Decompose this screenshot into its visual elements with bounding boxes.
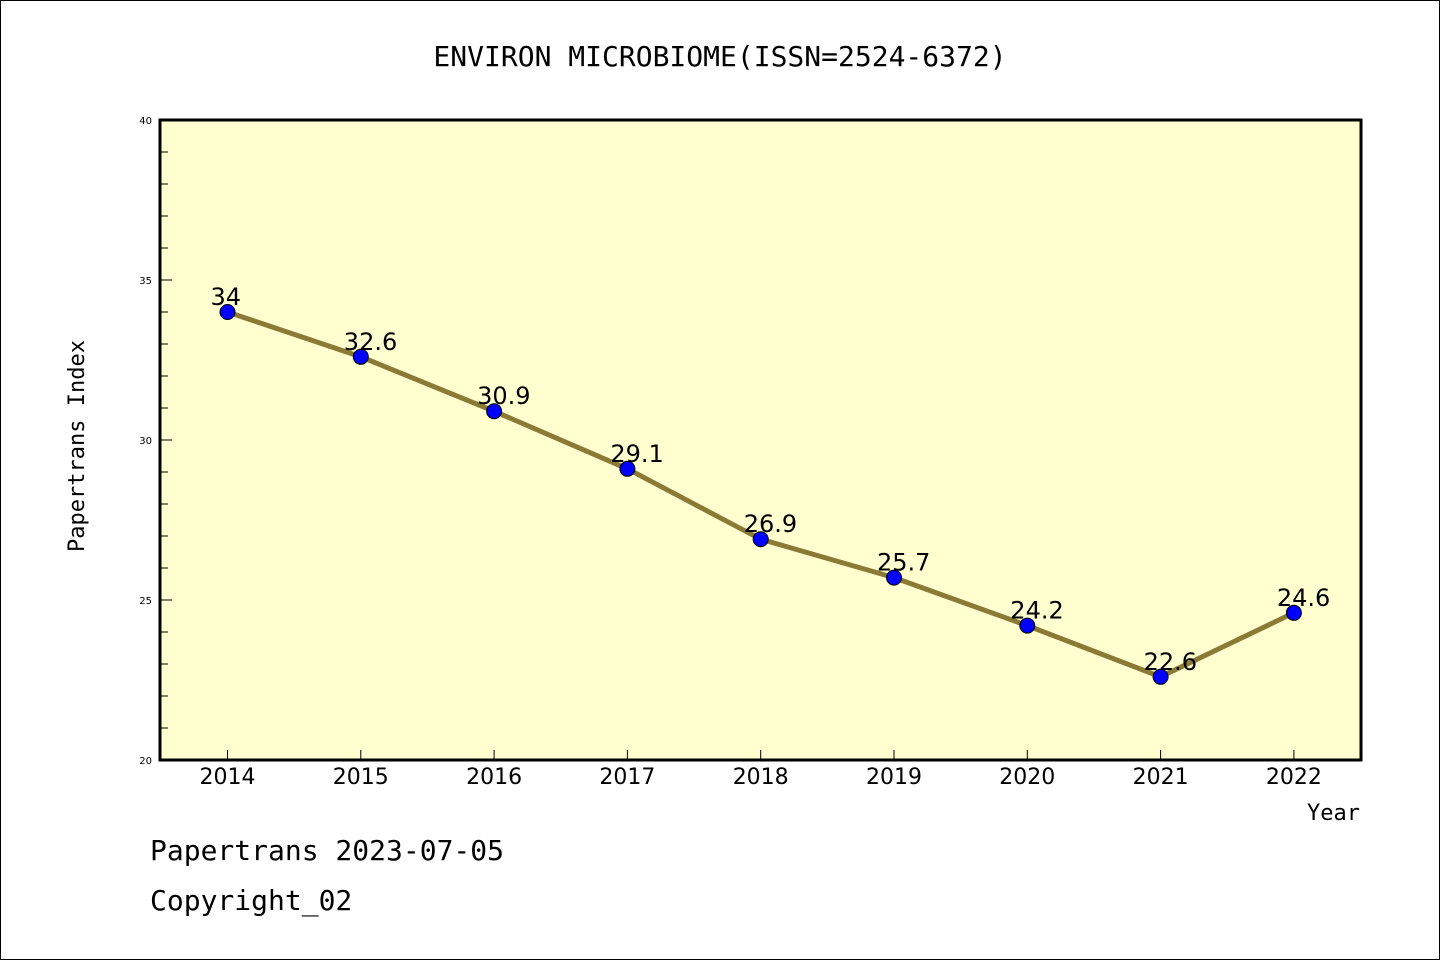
data-point: [1019, 617, 1036, 634]
series-line-group: [219, 304, 1302, 685]
x-axis: 2014 2015 2016 2017 2018 2019 2020 2021 2022: [200, 750, 1322, 790]
x-axis-label: Year: [1307, 801, 1360, 826]
data-label: 22.6: [1144, 648, 1197, 676]
data-label: 29.1: [610, 440, 663, 468]
plot-border: [158, 118, 1363, 762]
data-point: [886, 569, 902, 586]
data-point: [486, 403, 503, 420]
x-tick-label: 2015: [333, 765, 389, 790]
y-tick-label: 35: [139, 276, 152, 287]
data-label: 30.9: [477, 382, 530, 410]
data-point: [619, 460, 636, 477]
x-tick-label: 2016: [466, 765, 522, 790]
data-label: 34: [211, 283, 242, 311]
data-point: [352, 348, 369, 365]
plot-area: [160, 120, 1361, 760]
x-tick-label: 2021: [1133, 765, 1189, 790]
data-label: 26.9: [744, 510, 797, 538]
y-tick-label: 20: [139, 756, 152, 767]
data-labels: 34 32.6 30.9 29.1 26.9 25.7 24.2 22.6 24.6: [211, 283, 1331, 676]
data-point: [752, 531, 769, 548]
data-label: 24.2: [1010, 597, 1063, 625]
data-label: 24.6: [1277, 584, 1330, 612]
y-tick-label: 25: [139, 596, 152, 607]
data-label: 32.6: [344, 328, 397, 356]
x-tick-label: 2020: [999, 765, 1055, 790]
data-point: [1285, 604, 1302, 621]
y-axis-label: Papertrans Index: [65, 340, 90, 552]
y-tick-label: 30: [139, 436, 152, 447]
x-tick-label: 2014: [200, 765, 256, 790]
data-label: 25.7: [877, 549, 930, 577]
data-point: [1152, 668, 1169, 685]
y-axis: 20 25 30 35 40: [139, 116, 172, 767]
x-tick-label: 2018: [733, 765, 789, 790]
x-tick-label: 2017: [599, 765, 655, 790]
x-tick-label: 2019: [866, 765, 922, 790]
footer-copyright-text: Copyright_02: [150, 884, 353, 917]
chart-title: ENVIRON MICROBIOME(ISSN=2524-6372): [433, 40, 1006, 73]
x-tick-label: 2022: [1266, 765, 1322, 790]
y-tick-label: 40: [139, 116, 152, 127]
footer-date-text: Papertrans 2023-07-05: [150, 834, 505, 867]
data-point: [219, 304, 236, 320]
